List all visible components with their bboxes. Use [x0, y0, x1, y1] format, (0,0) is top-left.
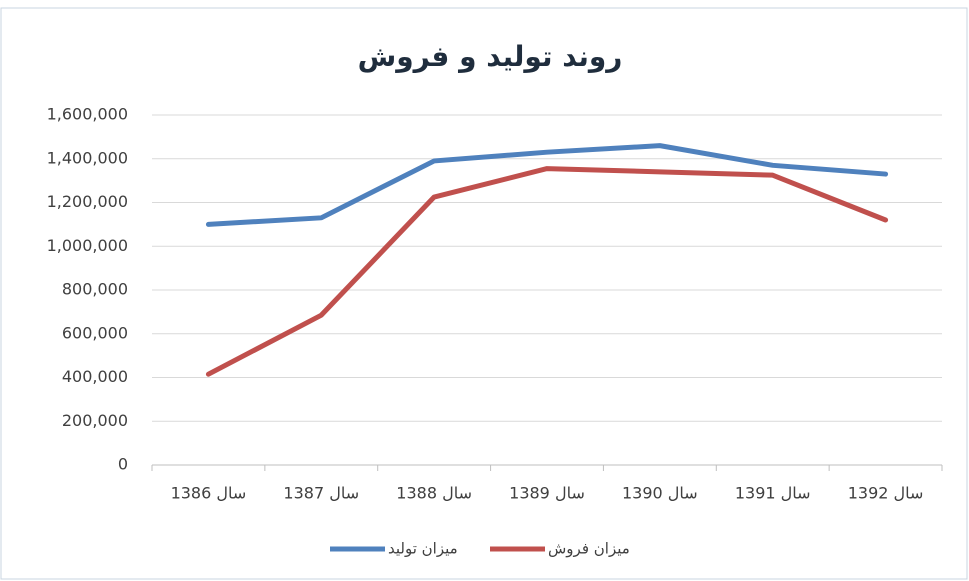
y-tick-label: 600,000	[62, 323, 128, 342]
legend-label: میزان تولید	[388, 540, 458, 558]
y-tick-label: 1,000,000	[47, 236, 128, 255]
y-tick-label: 400,000	[62, 367, 128, 386]
x-tick-label: سال 1390	[622, 484, 698, 503]
y-tick-label: 800,000	[62, 280, 128, 299]
data-line	[205, 166, 889, 377]
x-tick-label: سال 1391	[735, 484, 811, 503]
y-tick-label: 0	[118, 455, 128, 474]
legend-label: میزان فروش	[548, 540, 630, 558]
y-tick-label: 1,400,000	[47, 148, 128, 167]
x-tick-label: سال 1388	[396, 484, 472, 503]
chart-border	[0, 7, 968, 580]
x-tick-label: سال 1389	[509, 484, 585, 503]
x-tick-label: سال 1387	[283, 484, 359, 503]
data-line	[205, 143, 889, 227]
x-tick-label: سال 1386	[171, 484, 247, 503]
x-tick-label: سال 1392	[848, 484, 924, 503]
y-tick-label: 1,600,000	[47, 105, 128, 124]
y-tick-label: 200,000	[62, 411, 128, 430]
chart-title: روند تولید و فروش	[358, 40, 623, 73]
y-tick-label: 1,200,000	[47, 192, 128, 211]
